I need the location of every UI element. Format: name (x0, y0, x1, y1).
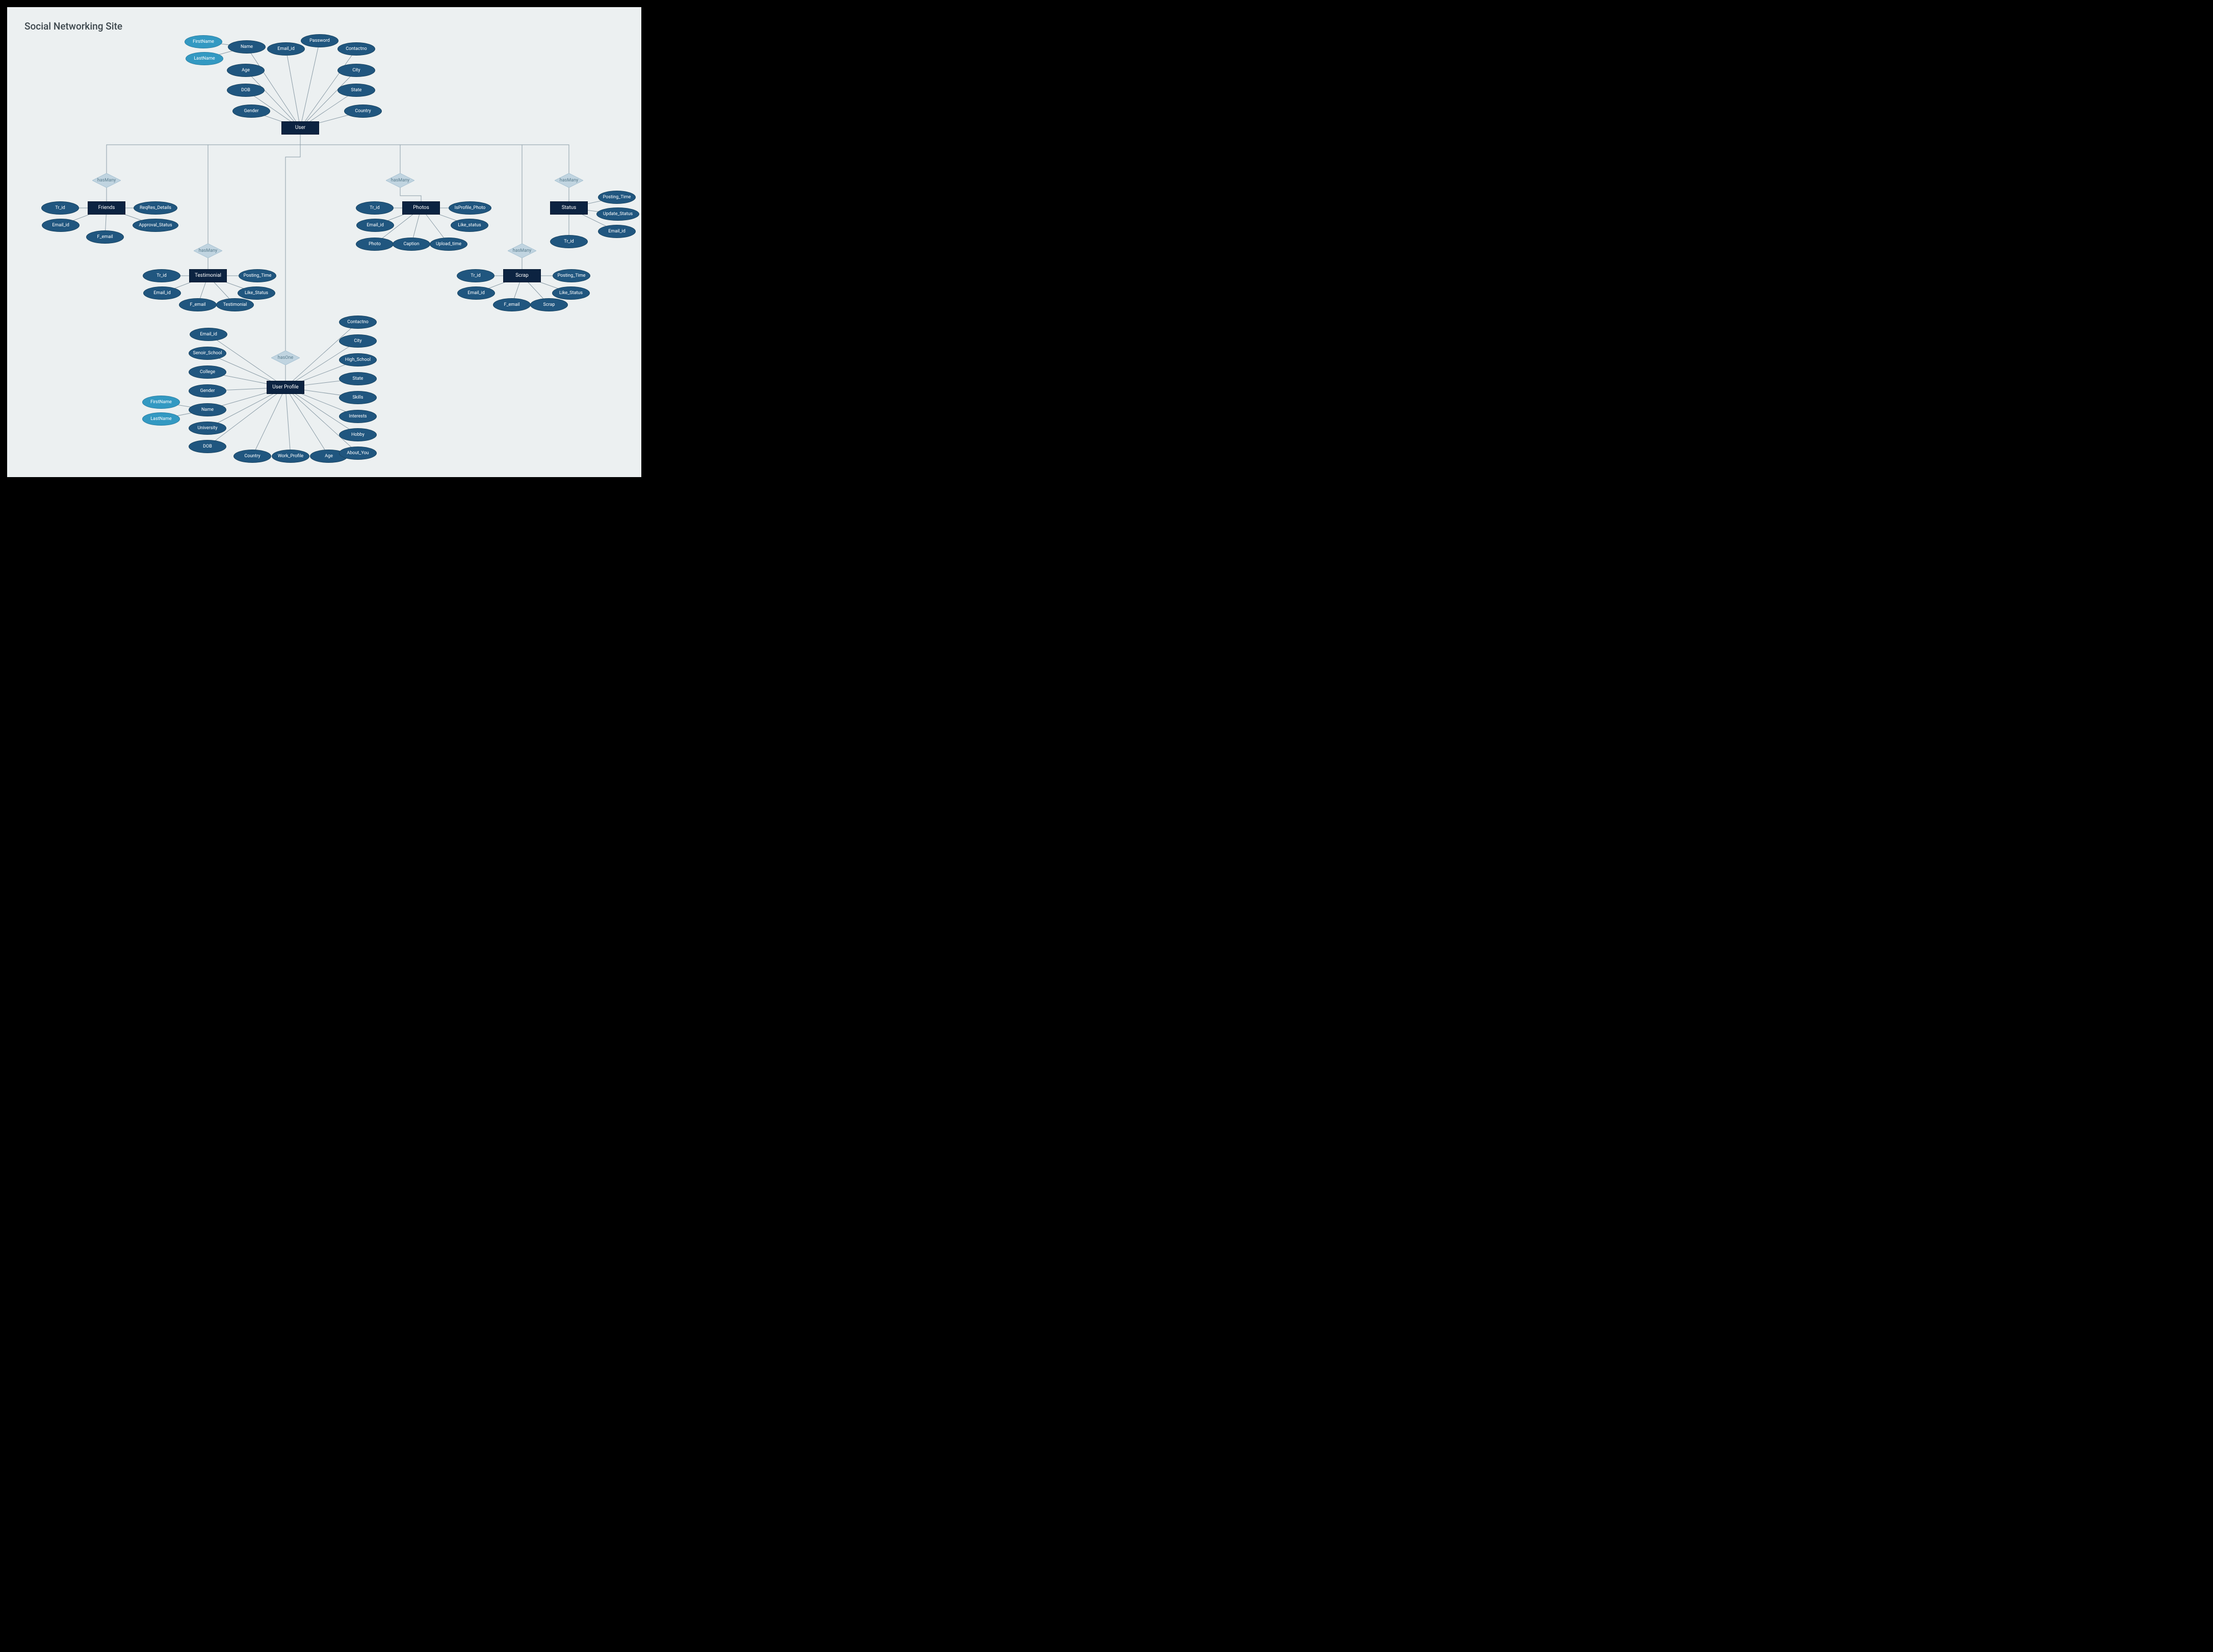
attr-status-update-status: Update_Status (596, 207, 639, 221)
attr-userprofile-gender: Gender (189, 384, 226, 398)
attr-userprofile-dob: DOB (189, 440, 226, 453)
attr-scrap-like-status: Like_Status (552, 286, 590, 300)
rel-r_testimonial: hasMany (194, 244, 222, 258)
rel-r_friends: hasMany (92, 173, 121, 188)
rel-r_scrap: hasMany (508, 244, 536, 258)
attr-user-age: Age (227, 64, 265, 77)
attr-friends-reqres-details: ReqRes_Details (134, 201, 177, 215)
attr-testimonial-testimonial: Testimonial (216, 298, 254, 311)
attr-scrap-tr-id: Tr_id (457, 269, 494, 282)
diagram-title: Social Networking Site (24, 20, 122, 32)
attr-userprofile-university: University (189, 422, 226, 435)
attr-photos-isprofile-photo: IsProfile_Photo (449, 201, 491, 215)
derived-attr-user-firstname: FirstName (185, 35, 222, 48)
attr-userprofile-contactno: Contactno (339, 316, 377, 329)
attr-user-contactno: Contactno (337, 42, 375, 56)
attr-userprofile-senoir-school: Senoir_School (189, 347, 226, 360)
attr-friends-email-id: Email_id (42, 219, 80, 232)
attr-user-city: City (337, 64, 375, 77)
entity-status: Status (550, 201, 588, 215)
attr-testimonial-posting-time: Posting_Time (239, 269, 276, 282)
derived-attr-userprofile-firstname: FirstName (142, 396, 180, 409)
entity-testimonial: Testimonial (189, 269, 227, 282)
attr-scrap-email-id: Email_id (457, 286, 495, 300)
attr-scrap-scrap: Scrap (530, 298, 568, 311)
attr-photos-tr-id: Tr_id (356, 201, 394, 215)
attr-photos-upload-time: Upload_time (430, 238, 467, 251)
attr-userprofile-country: Country (233, 450, 271, 463)
derived-attr-userprofile-lastname: LastName (142, 412, 180, 426)
attr-status-posting-time: Posting_Time (598, 191, 636, 204)
derived-attr-user-lastname: LastName (186, 52, 223, 65)
rel-r_status: hasMany (555, 173, 583, 188)
attr-user-country: Country (344, 104, 382, 118)
attr-userprofile-name: Name (189, 403, 226, 416)
attr-userprofile-hobby: Hobby (339, 428, 377, 441)
attr-userprofile-state: State (339, 372, 377, 385)
attr-user-state: State (337, 84, 375, 97)
rel-r_userprofile: hasOne (271, 351, 300, 365)
attr-user-name: Name (228, 40, 266, 54)
diagram-canvas: Social Networking Site FirstName LastName… (7, 7, 641, 477)
attr-userprofile-skills: Skills (339, 391, 377, 404)
attr-testimonial-tr-id: Tr_id (143, 269, 180, 282)
attr-userprofile-high-school: High_School (339, 353, 377, 366)
attr-userprofile-email-id: Email_id (190, 328, 227, 341)
attr-status-tr-id: Tr_id (550, 235, 588, 248)
attr-photos-email-id: Email_id (356, 219, 394, 232)
attr-status-email-id: Email_id (598, 225, 636, 238)
attr-scrap-f-email: F_email (493, 298, 531, 311)
attr-scrap-posting-time: Posting_Time (553, 269, 590, 282)
entity-photos: Photos (402, 201, 440, 215)
attr-testimonial-email-id: Email_id (143, 286, 181, 300)
attr-userprofile-city: City (339, 334, 377, 348)
attr-userprofile-interests: Interests (339, 410, 377, 423)
attr-testimonial-f-email: F_email (179, 298, 217, 311)
attr-friends-tr-id: Tr_id (41, 201, 79, 215)
attr-photos-caption: Caption (393, 238, 430, 251)
attr-userprofile-about-you: About_You (339, 447, 377, 460)
entity-user: User (281, 121, 319, 135)
attr-photos-photo: Photo (356, 238, 394, 251)
attr-user-password: Password (301, 34, 339, 47)
attr-userprofile-work-profile: Work_Profile (272, 450, 309, 463)
attr-user-gender: Gender (232, 104, 270, 118)
attr-userprofile-college: College (189, 365, 226, 379)
rel-r_photos: hasMany (386, 173, 414, 188)
entity-userprofile: User Profile (267, 381, 304, 394)
entity-friends: Friends (88, 201, 125, 215)
attr-photos-like-status: Like_status (451, 219, 488, 232)
attr-user-email-id: Email_id (267, 42, 305, 56)
attr-testimonial-like-status: Like_Status (238, 286, 275, 300)
attr-user-dob: DOB (227, 84, 265, 97)
entity-scrap: Scrap (503, 269, 541, 282)
attr-friends-approval-status: Approval_Status (133, 219, 178, 232)
attr-friends-f-email: F_email (86, 230, 124, 244)
